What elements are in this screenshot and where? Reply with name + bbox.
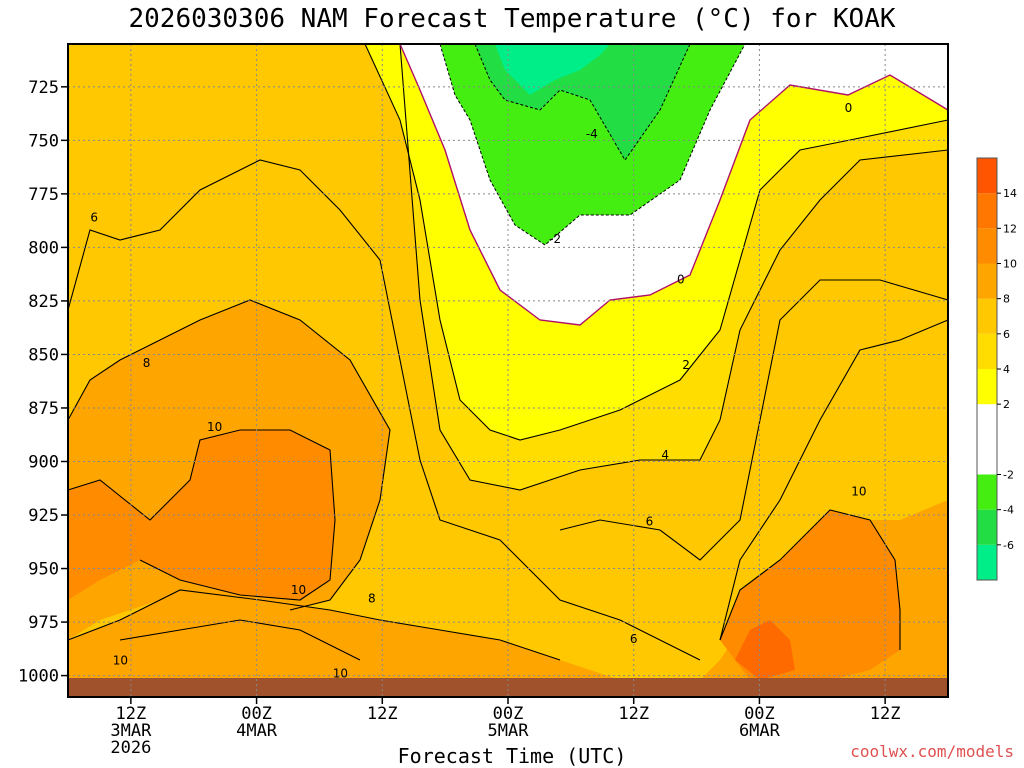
x-tick-label-42-line1: 00Z [493,704,524,724]
contour-label-6: 6 [646,514,654,528]
contour-neg2 [439,43,746,246]
colorbar-swatch-4 [977,333,997,369]
x-tick-label-54-line1: 12Z [618,704,649,724]
colorbar-label--2: -2 [1003,469,1014,482]
y-tick-label-1000: 1000 [18,667,59,687]
grid-lines [68,44,948,697]
contour-2 [364,43,949,441]
contour-4 [399,43,949,491]
x-tick-label-18-line1: 00Z [241,704,272,724]
freezing-lines [399,43,949,326]
contour-label-10: 10 [113,654,128,668]
x-tick-label-42-line2: 5MAR [488,721,530,741]
contour-neg4 [474,43,691,161]
x-tick-label-18-line2: 4MAR [236,721,278,741]
contour-label-6: 6 [90,210,98,224]
y-tick-label-975: 975 [28,613,59,633]
credit-link[interactable]: coolwx.com/models [850,742,1014,761]
colorbar-swatch-8 [977,263,997,299]
contour-label-4: 4 [661,448,669,462]
contour-label-2: 2 [682,358,690,372]
y-tick-label-725: 725 [28,78,59,98]
contour-label-0: 0 [845,101,853,115]
colorbar-label-4: 4 [1003,363,1010,376]
x-tick-label-6-line1: 12Z [115,704,146,724]
contour-6b [559,279,949,561]
y-tick-label-875: 875 [28,399,59,419]
contour-0 [399,43,949,326]
colorbar-label-10: 10 [1003,258,1017,271]
colorbar-swatch-6 [977,298,997,334]
x-tick-label-6-line3: 2026 [110,738,151,758]
fill-neg6 [495,44,610,95]
contour-label--4: -4 [586,127,598,141]
colorbar-label-2: 2 [1003,398,1010,411]
ground-band [68,678,948,697]
chart-title: 2026030306 NAM Forecast Temperature (°C)… [128,4,896,34]
contour-label--2: -2 [549,232,561,246]
x-tick-label-66-line2: 6MAR [739,721,781,741]
colorbar-swatch--4 [977,474,997,510]
contour-10 [67,429,336,601]
colorbar-swatch--8 [977,544,997,580]
contour-10c [719,509,901,650]
contour-label-8: 8 [143,356,151,370]
colorbar: -6 -4 -2 2 4 6 8 10 12 14 [976,157,1017,581]
colorbar-label--6: -6 [1003,539,1014,552]
contour-label-10: 10 [333,666,348,680]
y-tick-label-850: 850 [28,345,59,365]
y-tick-label-825: 825 [28,292,59,312]
contour-8b [67,589,561,661]
y-tick-label-775: 775 [28,185,59,205]
colorbar-label--4: -4 [1003,504,1014,517]
colorbar-swatch--2 [977,439,997,475]
contour-10b [119,619,361,661]
y-tick-label-950: 950 [28,560,59,580]
colorbar-label-14: 14 [1003,187,1017,200]
contour-label-6: 6 [630,632,638,646]
colorbar-swatch-2 [977,369,997,405]
contour-labels: 0 0 -4 -2 2 4 6 6 6 8 8 10 10 10 10 10 [90,101,866,680]
colorbar-swatch-12 [977,193,997,229]
contour-label-10: 10 [207,420,222,434]
colorbar-swatch-0 [977,404,997,440]
colorbar-label-12: 12 [1003,222,1017,235]
contour-label-8: 8 [368,592,376,606]
y-tick-label-900: 900 [28,452,59,472]
colorbar-swatch-10 [977,228,997,264]
contour-label-10: 10 [851,484,866,498]
y-axis: 725 750 775 800 825 850 875 900 925 950 975 1000 [18,78,68,687]
x-axis-title: Forecast Time (UTC) [397,744,627,768]
x-tick-label-6-line2: 3MAR [110,721,152,741]
fill-12-14-right [735,620,795,680]
y-tick-label-925: 925 [28,506,59,526]
colorbar-swatch-14 [977,158,997,194]
x-tick-label-66-line1: 00Z [744,704,775,724]
fill-10-12-left [68,430,335,600]
x-tick-label-30-line1: 12Z [367,704,398,724]
y-tick-label-750: 750 [28,131,59,151]
negative-lines [439,43,746,246]
x-tick-label-78-line1: 12Z [870,704,901,724]
contour-8c [719,319,949,641]
colorbar-label-8: 8 [1003,293,1010,306]
colorbar-label-6: 6 [1003,328,1010,341]
contour-6 [67,159,701,661]
colorbar-swatch--6 [977,509,997,545]
contour-8 [67,299,391,611]
contour-label-10: 10 [291,583,306,597]
contour-label-0: 0 [677,273,685,287]
fill-8-10-surface [68,500,948,680]
y-tick-label-800: 800 [28,238,59,258]
contour-lines [67,43,949,661]
